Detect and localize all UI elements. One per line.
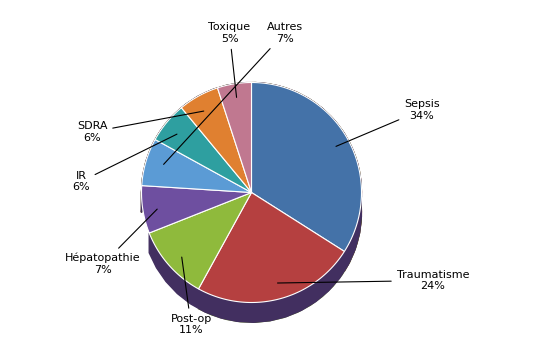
Text: Toxique
5%: Toxique 5% [209, 22, 250, 97]
Text: Sepsis
34%: Sepsis 34% [336, 99, 440, 146]
Text: SDRA
6%: SDRA 6% [77, 111, 204, 143]
Polygon shape [142, 83, 361, 271]
Polygon shape [218, 82, 251, 192]
Text: IR
6%: IR 6% [72, 134, 177, 192]
Text: Post-op
11%: Post-op 11% [170, 257, 212, 335]
Polygon shape [251, 82, 361, 252]
Text: Hépatopathie
7%: Hépatopathie 7% [65, 209, 157, 275]
Polygon shape [142, 139, 251, 192]
Polygon shape [142, 185, 251, 233]
Polygon shape [155, 108, 251, 192]
Polygon shape [198, 192, 344, 302]
Polygon shape [149, 192, 251, 289]
Polygon shape [181, 88, 251, 192]
Polygon shape [142, 82, 361, 322]
Polygon shape [142, 83, 361, 322]
Text: Traumatisme
24%: Traumatisme 24% [278, 270, 469, 291]
Text: Autres
7%: Autres 7% [163, 22, 302, 164]
